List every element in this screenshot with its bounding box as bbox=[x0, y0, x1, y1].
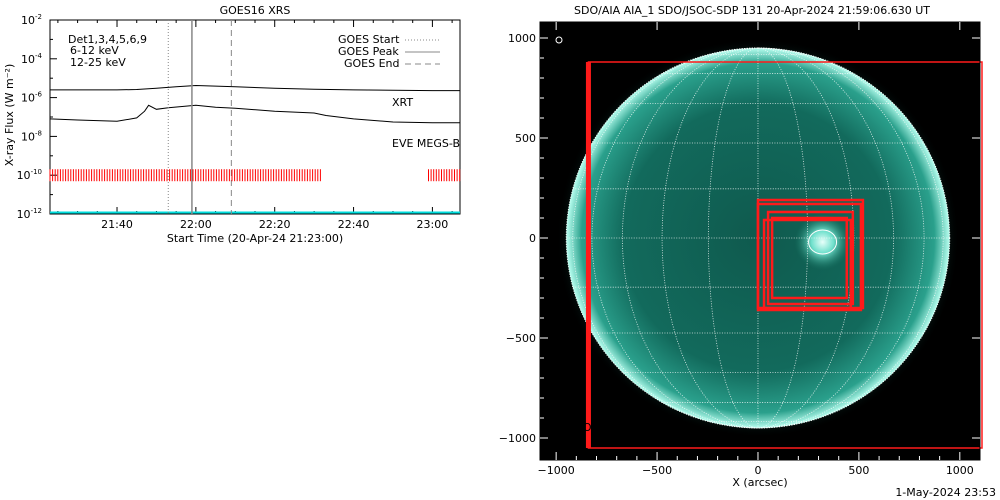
aia-x-tick-label: −1000 bbox=[538, 464, 575, 477]
annotation-eve-megs-b: EVE MEGS-B bbox=[392, 137, 460, 150]
footer-timestamp: 1-May-2024 23:53 bbox=[895, 486, 996, 499]
goes-x-tick-label: 23:00 bbox=[417, 218, 449, 231]
goes-y-tick-label: 10-10 bbox=[17, 168, 42, 182]
xrt-pointing-box bbox=[766, 210, 855, 306]
longitude-line bbox=[621, 47, 758, 429]
goes-x-tick-label: 22:40 bbox=[338, 218, 370, 231]
legend-goes-peak-label: GOES Peak bbox=[338, 45, 399, 58]
solar-limb bbox=[565, 47, 951, 429]
goes-xrt-bins bbox=[49, 169, 461, 182]
aia-plot-frame bbox=[539, 21, 981, 461]
aia-x-tick-label: −500 bbox=[642, 464, 672, 477]
aia-y-tick-label: 0 bbox=[529, 232, 536, 245]
aia-y-tick-label: −1000 bbox=[499, 432, 536, 445]
aia-x-tick-label: 0 bbox=[754, 464, 761, 477]
goes-y-tick-label: 10-2 bbox=[21, 13, 42, 27]
goes-x-tick-label: 22:00 bbox=[180, 218, 212, 231]
flare-location-marker bbox=[808, 229, 838, 255]
goes-y-tick-label: 10-8 bbox=[21, 129, 42, 143]
legend-item-6-12: 6-12 keV bbox=[70, 44, 119, 57]
goes-y-tick-label: 10-4 bbox=[21, 52, 43, 66]
aia-y-tick-label: 500 bbox=[515, 132, 536, 145]
legend-flare-marker-icon bbox=[555, 36, 563, 44]
goes-y-tick-label: 10-12 bbox=[17, 207, 42, 221]
aia-x-tick-label: 1000 bbox=[946, 464, 974, 477]
longitude-line bbox=[661, 47, 758, 429]
aia-x-axis-label: X (arcsec) bbox=[732, 476, 787, 489]
aia-axes: −1000 −500 0 500 1000 1000 500 0 −500 −1000 bbox=[499, 21, 981, 477]
goes-legend-right: GOES Start GOES Peak GOES End bbox=[338, 33, 440, 70]
goes-axes: 21:40 22:00 22:20 22:40 23:00 10-2 10-4 10-6 10-… bbox=[17, 13, 461, 231]
flare-brightening bbox=[794, 214, 851, 270]
aia-chart-title: SDO/AIA AIA_1 SDO/JSOC-SDP 131 20-Apr-20… bbox=[574, 4, 930, 17]
goes-series-group bbox=[49, 84, 460, 214]
goes-y-axis-label: X-ray Flux (W m⁻²) bbox=[3, 64, 16, 166]
longitude-line bbox=[757, 47, 809, 429]
goes-x-tick-label: 22:20 bbox=[259, 218, 291, 231]
goes-series-line bbox=[50, 84, 460, 92]
goes-legend-left: Det1,3,4,5,6,9 6-12 keV 12-25 keV bbox=[68, 33, 147, 69]
goes-y-tick-label: 10-6 bbox=[21, 91, 43, 105]
xrt-pointing-box bbox=[756, 202, 863, 312]
legend-goes-start-label: GOES Start bbox=[338, 33, 400, 46]
aia-y-tick-label: −500 bbox=[506, 332, 536, 345]
longitude-line bbox=[707, 47, 758, 429]
goes-x-tick-label: 21:40 bbox=[101, 218, 133, 231]
xrt-pointing-boxes bbox=[585, 61, 983, 449]
legend-item-12-25: 12-25 keV bbox=[70, 56, 126, 69]
xrt-fov-label: XRT FOV bbox=[552, 421, 599, 434]
goes-event-lines bbox=[167, 20, 232, 214]
aia-x-tick-label: 500 bbox=[848, 464, 869, 477]
goes-series-line bbox=[49, 104, 460, 124]
xrt-pointing-box bbox=[762, 218, 853, 310]
aia-legend-text: AIA flare location bbox=[567, 34, 661, 47]
legend-item-det: Det1,3,4,5,6,9 bbox=[68, 33, 147, 46]
longitude-line bbox=[757, 47, 894, 429]
xrt-pointing-box bbox=[770, 216, 849, 300]
goes-x-axis-label: Start Time (20-Apr-24 21:23:00) bbox=[167, 232, 343, 245]
goes-chart-title: GOES16 XRS bbox=[220, 4, 291, 17]
aia-y-tick-label: 1000 bbox=[508, 32, 536, 45]
legend-goes-end-label: GOES End bbox=[344, 57, 400, 70]
annotation-xrt: XRT bbox=[392, 96, 413, 109]
